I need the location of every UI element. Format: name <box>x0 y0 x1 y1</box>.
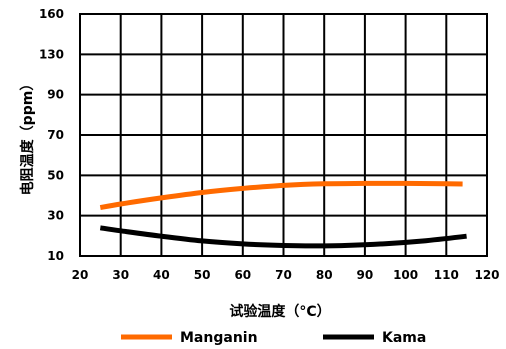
legend-label-kama: Kama <box>382 330 426 346</box>
x-tick-label: 20 <box>72 268 89 282</box>
y-tick-label: 70 <box>47 128 64 142</box>
series-line-kama <box>99 225 467 249</box>
x-tick-label: 90 <box>357 268 374 282</box>
series-line-manganin <box>99 180 463 211</box>
y-tick-label: 90 <box>47 88 64 102</box>
x-tick-label: 40 <box>153 268 170 282</box>
x-tick-label: 70 <box>275 268 292 282</box>
y-tick-label: 130 <box>39 47 64 61</box>
x-tick-label: 50 <box>194 268 211 282</box>
plot-frame <box>79 13 488 257</box>
legend-label-manganin: Manganin <box>180 330 258 346</box>
y-tick-label: 30 <box>47 209 64 223</box>
x-axis-ticks: 20 30 40 50 60 70 80 90 100 110 120 <box>72 268 500 282</box>
y-tick-label: 50 <box>47 168 64 182</box>
grid <box>79 13 488 257</box>
x-tick-label: 110 <box>434 268 459 282</box>
x-tick-label: 80 <box>316 268 333 282</box>
x-axis-label: 试验温度（°C） <box>229 303 330 320</box>
x-tick-label: 120 <box>474 268 499 282</box>
legend: Manganin Kama <box>121 330 426 346</box>
x-tick-label: 30 <box>112 268 129 282</box>
y-axis-ticks: 10 30 50 70 90 130 160 <box>39 7 64 263</box>
y-tick-label: 10 <box>47 249 64 263</box>
series-layer <box>99 180 467 249</box>
y-axis-label: 电阻温度（ppm） <box>19 77 36 196</box>
y-tick-label: 160 <box>39 7 64 21</box>
x-tick-label: 60 <box>234 268 251 282</box>
x-tick-label: 100 <box>393 268 418 282</box>
